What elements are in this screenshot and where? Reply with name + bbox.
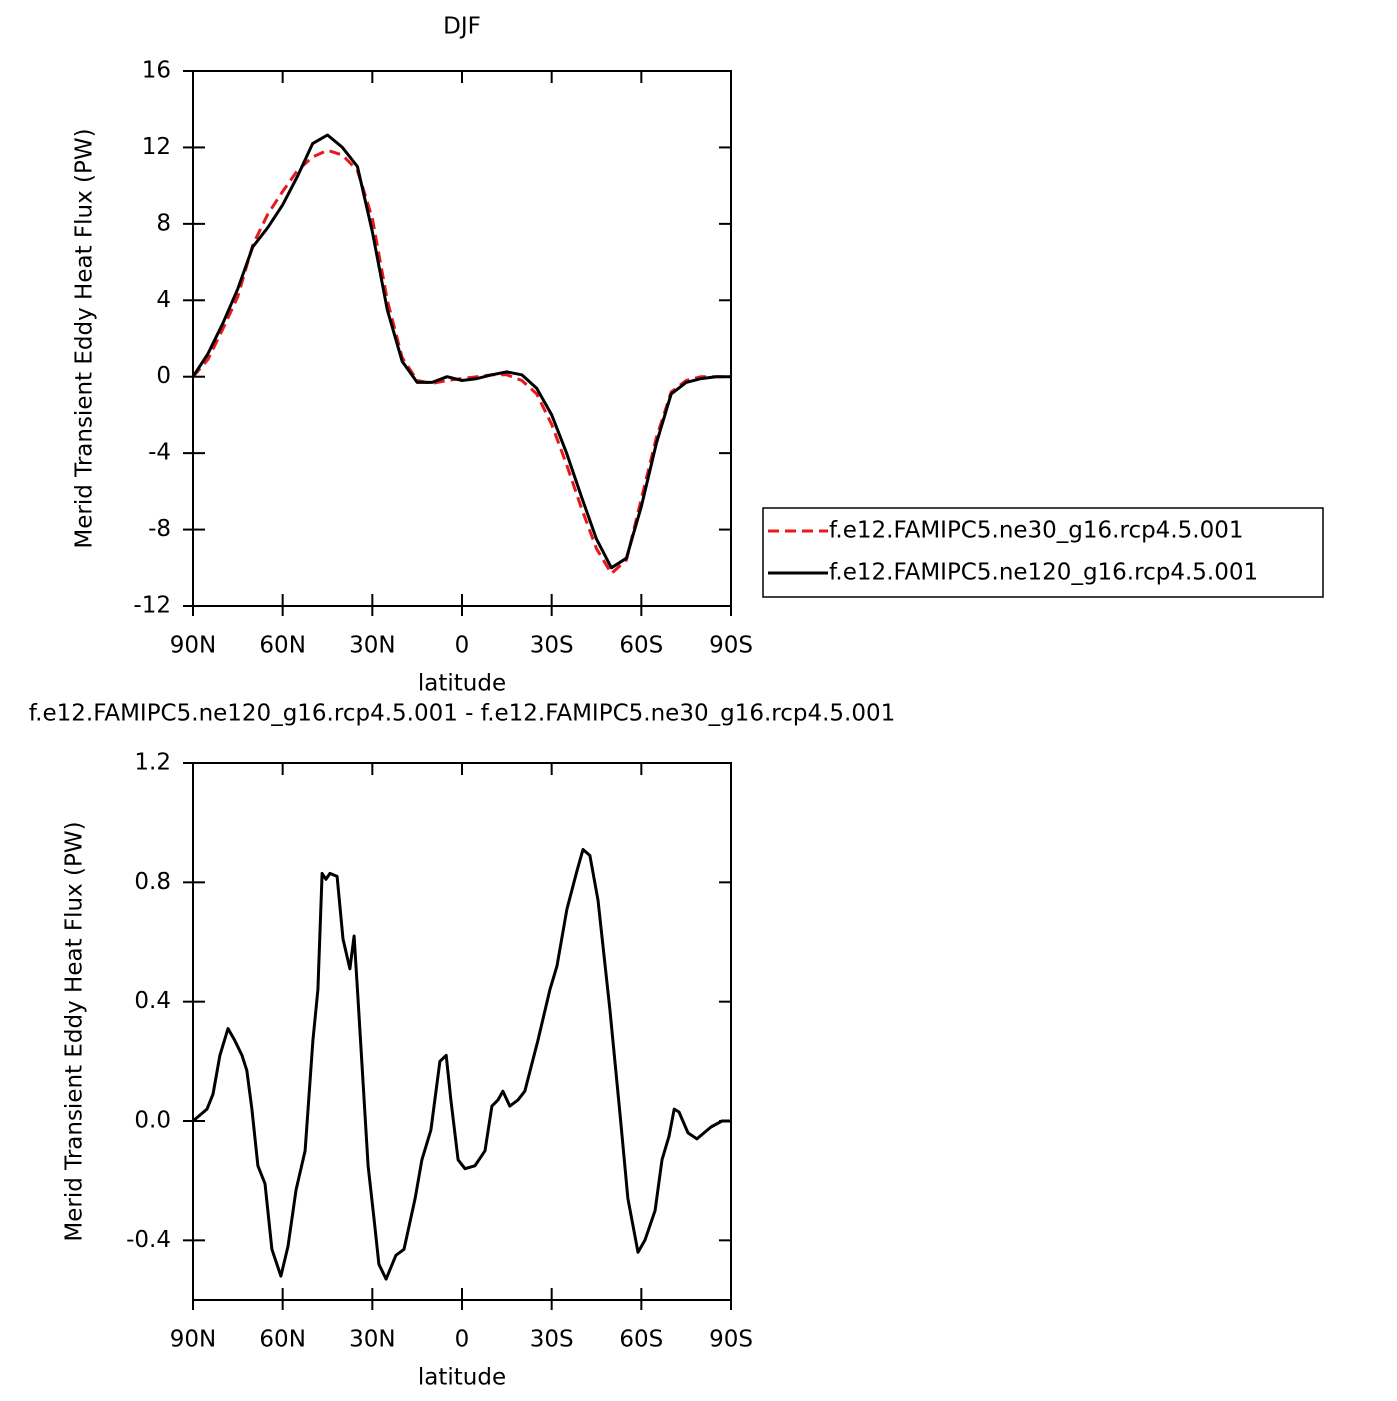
x-tick-label: 60S: [619, 1327, 663, 1353]
x-axis-label: latitude: [418, 1365, 506, 1391]
x-tick-label: 0: [455, 1327, 470, 1353]
x-tick-label: 30N: [349, 1327, 395, 1353]
x-tick-label: 60N: [259, 633, 305, 659]
x-tick-label: 90N: [170, 633, 216, 659]
x-tick-label: 30S: [530, 633, 574, 659]
x-tick-label: 30S: [530, 1327, 574, 1353]
chart-title: DJF: [443, 14, 481, 40]
y-axis-label: Merid Transient Eddy Heat Flux (PW): [62, 821, 88, 1241]
x-tick-label: 30N: [349, 633, 395, 659]
y-tick-label: 8: [156, 210, 171, 236]
x-tick-label: 60S: [619, 633, 663, 659]
legend-label: f.e12.FAMIPC5.ne120_g16.rcp4.5.001: [829, 560, 1258, 586]
legend-box: [762, 507, 1324, 598]
y-tick-label: -0.4: [126, 1227, 171, 1253]
series-line: [192, 848, 731, 1281]
y-tick-label: 4: [156, 287, 171, 313]
plot-frame: [192, 70, 732, 607]
legend-label: f.e12.FAMIPC5.ne30_g16.rcp4.5.001: [829, 518, 1243, 544]
y-tick-label: 0.0: [134, 1108, 171, 1134]
y-axis-label: Merid Transient Eddy Heat Flux (PW): [72, 128, 98, 548]
x-tick-label: 0: [455, 633, 470, 659]
y-tick-label: 1.2: [134, 750, 171, 776]
x-axis-label: latitude: [418, 671, 506, 697]
y-tick-label: 0.8: [134, 869, 171, 895]
series-line: [191, 133, 731, 570]
x-tick-label: 60N: [259, 1327, 305, 1353]
y-tick-label: 16: [142, 58, 171, 84]
y-tick-label: 0: [156, 363, 171, 389]
y-tick-label: -8: [148, 516, 171, 542]
y-tick-label: 12: [142, 134, 171, 160]
chart-title: f.e12.FAMIPC5.ne120_g16.rcp4.5.001 - f.e…: [29, 701, 896, 727]
y-tick-label: 0.4: [134, 988, 171, 1014]
x-tick-label: 90S: [709, 633, 753, 659]
x-tick-label: 90S: [709, 1327, 753, 1353]
y-tick-label: -12: [133, 593, 171, 619]
series-line: [191, 148, 731, 575]
x-tick-label: 90N: [170, 1327, 216, 1353]
y-tick-label: -4: [148, 440, 171, 466]
plot-frame: [192, 762, 732, 1301]
